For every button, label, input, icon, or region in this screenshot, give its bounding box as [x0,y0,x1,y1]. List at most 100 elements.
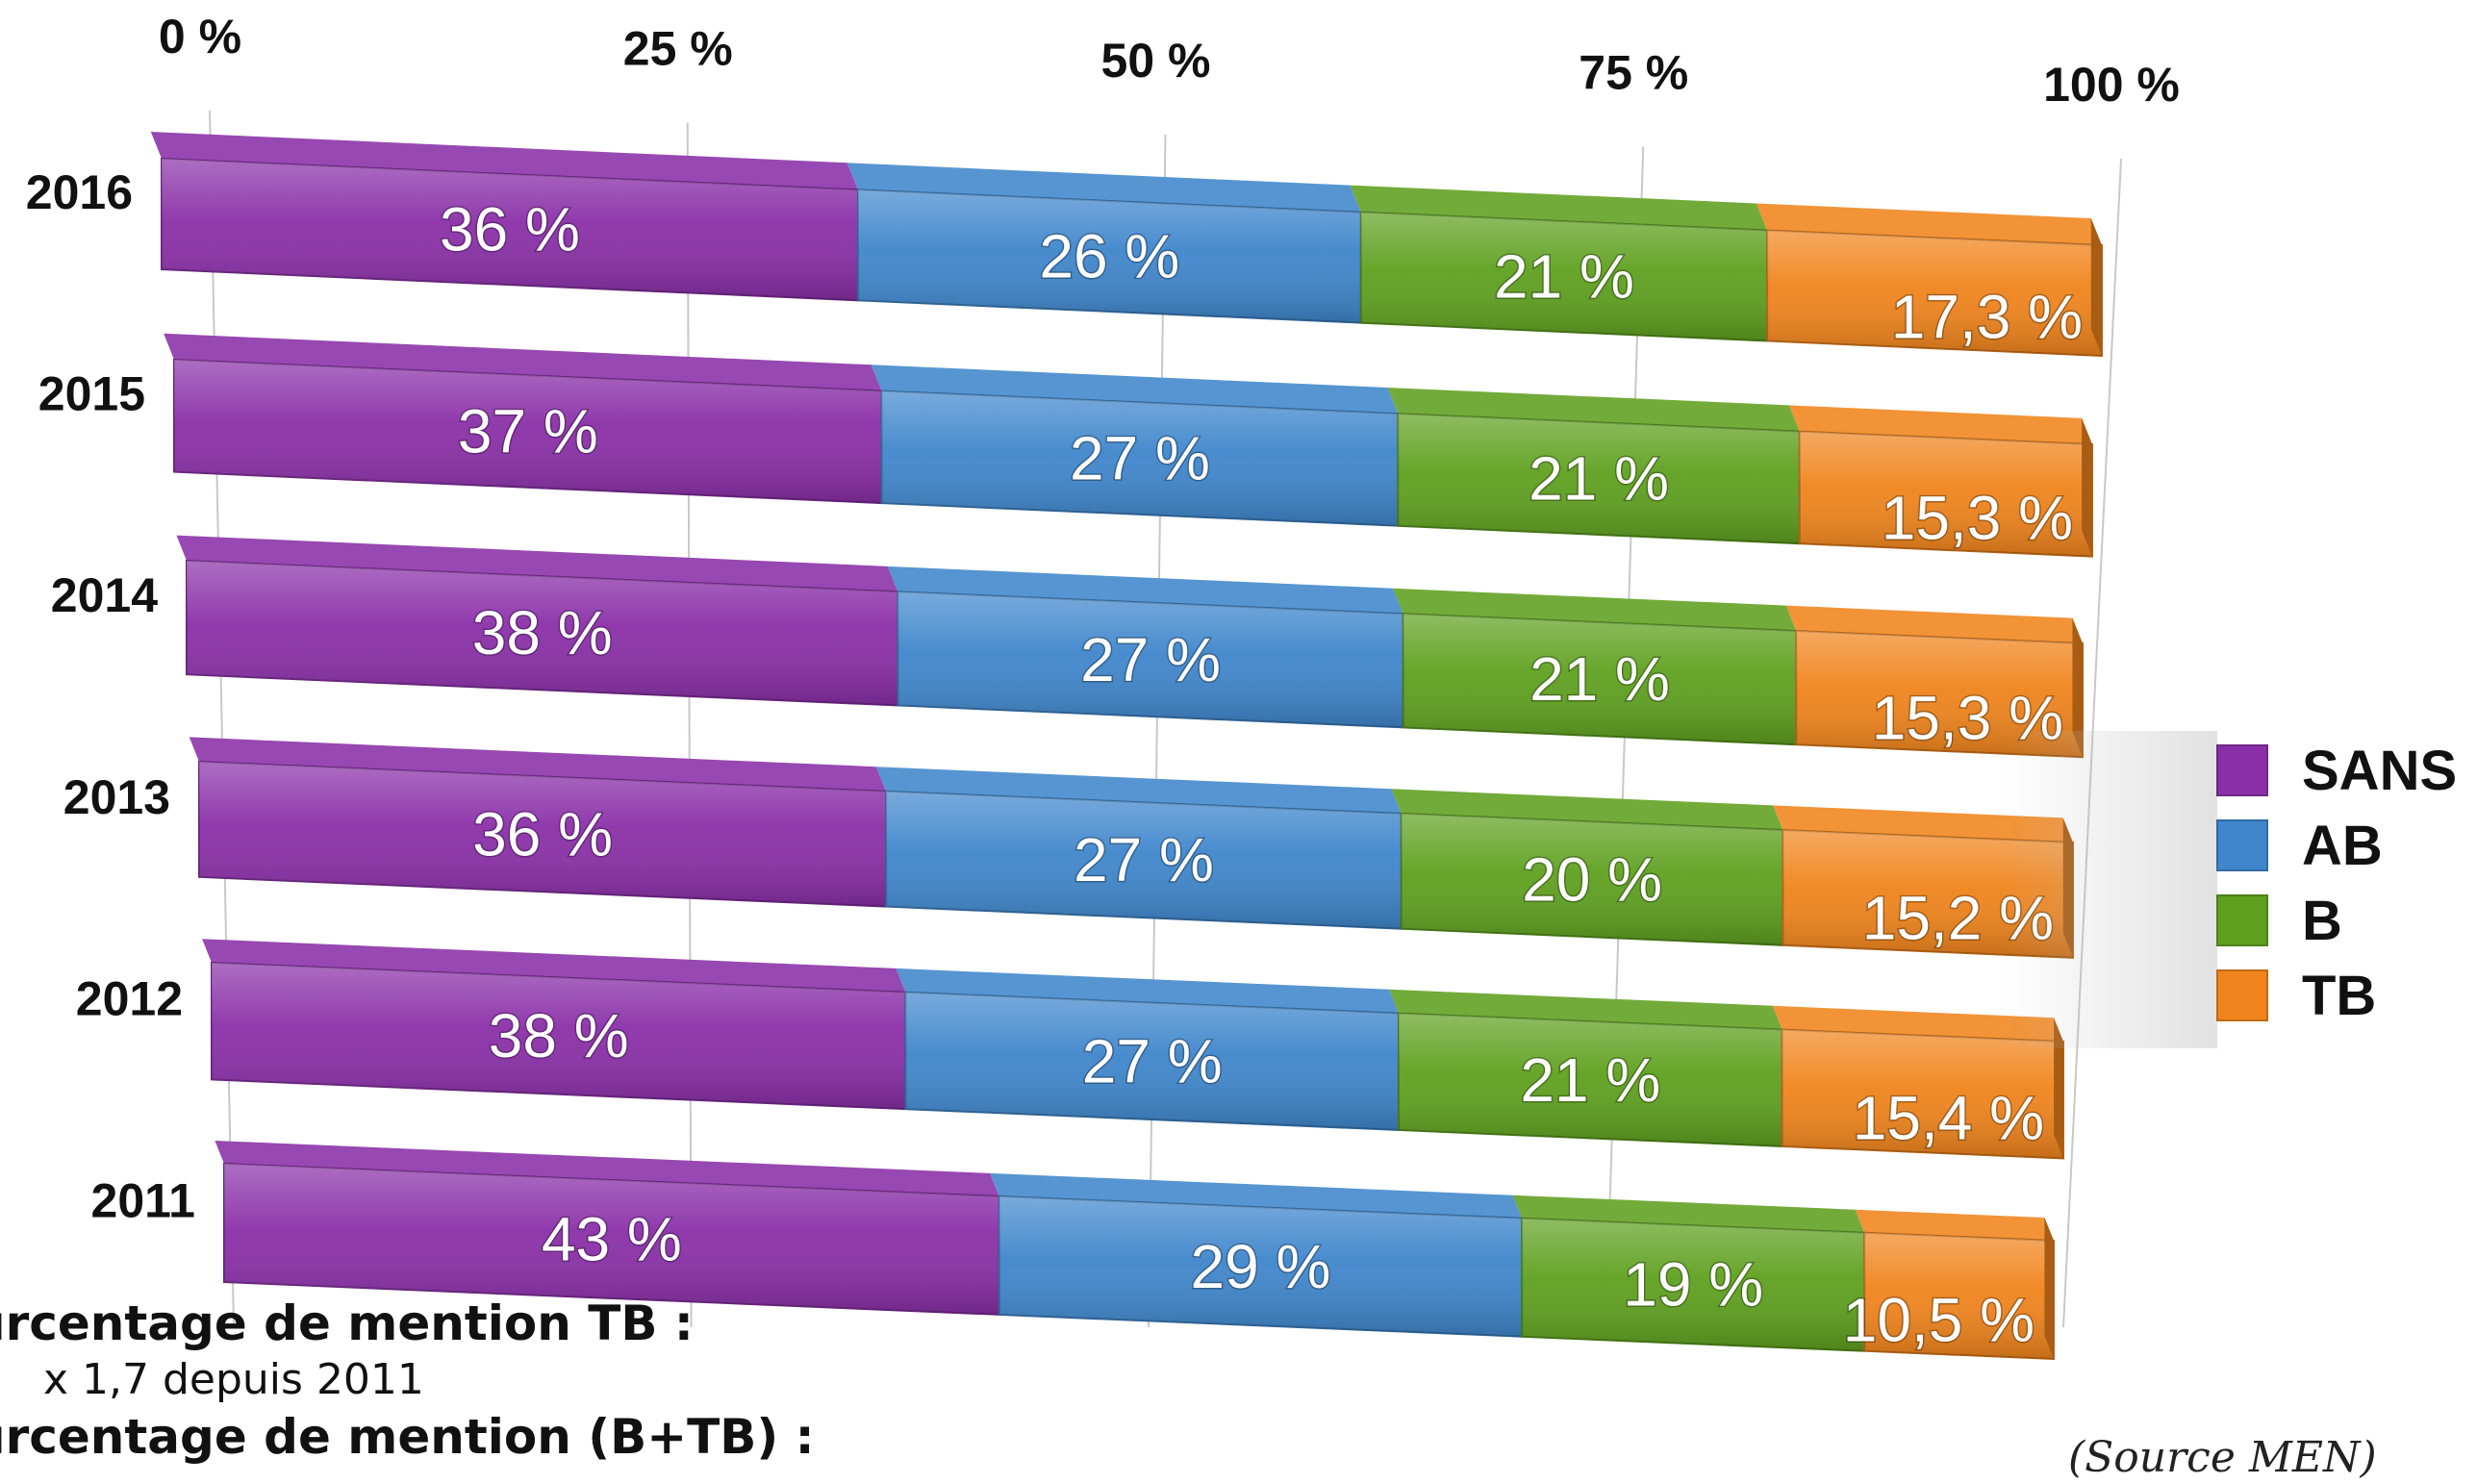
legend-label: SANS [2302,740,2457,802]
bar-shine [1782,1029,2063,1159]
bar-segment-ab: 27 % [896,968,1400,1132]
note-btb-heading: urcentage de mention (B+TB) : [0,1409,815,1465]
bar-shine [1398,414,1800,544]
legend: SANS AB B TB [2001,731,2457,1048]
x-axis-ticks: 0 % 25 % 50 % 75 % 100 % [159,10,2180,112]
bar-segment-sans: 36 % [150,132,859,302]
year-label-2016: 2016 [26,165,133,219]
bar-shine [1398,1013,1782,1146]
bar-top-face [990,1172,1523,1219]
notes: urcentage de mention TB : x 1,7 depuis 2… [0,1294,914,1467]
bar-segment-b: 21 % [1393,588,1798,746]
bar-shine [1864,1232,2054,1359]
legend-label: TB [2302,965,2376,1027]
legend-swatch [2216,744,2268,796]
legend-shadow [2001,731,2217,1048]
bar-segment-sans: 36 % [189,737,888,908]
bar-top-face [871,365,1399,415]
bar-top-face [1350,185,1768,231]
bar-segment-b: 21 % [1350,185,1769,342]
bar-top-face [1788,405,2092,444]
bar-segment-b: 19 % [1512,1195,1866,1352]
data-label: 19 % [1623,1250,1763,1320]
data-label: 15,3 % [1882,484,2073,553]
data-label: 36 % [472,799,613,868]
bar-shine [199,762,887,907]
data-label: 38 % [489,1001,629,1070]
bar-segment-sans: 37 % [164,333,883,505]
bar-shine [886,791,1402,929]
data-label: 26 % [1039,221,1179,290]
source-note: (Source MEN) [2068,1433,2377,1482]
year-label-2012: 2012 [76,972,183,1026]
data-label: 27 % [1080,625,1221,694]
data-label: 29 % [1191,1232,1331,1301]
bar-row: 43 % 29 % 19 % 10,5 % [215,1141,2055,1361]
gridline [209,110,235,1328]
bar-end-cap [2072,617,2083,758]
bar-top-face [896,968,1399,1014]
data-label: 21 % [1529,644,1670,714]
data-label: 17,3 % [1891,283,2083,352]
legend-swatch [2216,969,2268,1021]
bar-end-cap [2082,417,2092,557]
bar-shine [897,591,1403,728]
bar-shine [998,1195,1523,1337]
bar-segment-b: 20 % [1391,789,1784,946]
bar-segment-sans: 38 % [176,535,899,707]
bar-segment-tb: 15,2 % [1773,805,2074,959]
legend-item-sans: SANS [2216,740,2457,802]
bar-segment-tb: 17,3 % [1756,203,2103,358]
bar-top-face [1387,387,1800,432]
bar-row: 37 % 27 % 21 % 15,3 % [164,333,2093,558]
bar-shine [1403,614,1797,745]
bar-end-cap [2090,218,2102,356]
data-label: 10,5 % [1843,1285,2035,1354]
bar-top-face [150,132,858,190]
note-tb-value: x 1,7 depuis 2011 [43,1355,424,1404]
bar-top-face [1785,605,2083,643]
bar-segment-b: 21 % [1387,387,1801,545]
bar-top-face [1389,989,1782,1030]
x-tick-label: 0 % [159,10,241,63]
bar-end-cap [2044,1218,2054,1359]
gridline [686,122,693,1328]
bar-shine [1782,829,2073,958]
bars: 36 % 26 % 21 % 17,3 % 37 % 27 % 21 % 15,3 % 38 %… [150,132,2103,1361]
gridline [1148,134,1167,1328]
data-label: 21 % [1520,1045,1660,1115]
bar-shine [224,1164,999,1315]
data-label: 43 % [542,1204,682,1273]
bar-top-face [215,1141,999,1196]
bar-segment-ab: 27 % [887,566,1404,729]
bar-top-face [176,535,898,592]
bar-segment-b: 21 % [1389,989,1783,1147]
bar-top-face [1772,1005,2063,1042]
note-tb-heading: urcentage de mention TB : [0,1295,694,1351]
bar-shine [174,360,882,504]
bar-segment-sans: 43 % [215,1141,1000,1316]
bar-top-face [1855,1209,2054,1241]
bar-top-face [875,767,1402,814]
bar-segment-ab: 27 % [875,767,1403,930]
x-tick-label: 100 % [2043,58,2180,112]
bar-top-face [189,737,887,792]
data-label: 27 % [1070,424,1210,493]
year-label-2013: 2013 [63,770,170,824]
bar-top-face [887,566,1403,615]
bar-row: 36 % 27 % 20 % 15,2 % [189,737,2074,959]
bar-row: 36 % 26 % 21 % 17,3 % [150,132,2103,358]
bar-shine [1796,631,2083,758]
data-label: 15,4 % [1853,1083,2044,1152]
bar-top-face [1773,805,2073,843]
data-label: 20 % [1522,844,1662,914]
bar-shine [162,159,858,301]
bar-top-face [1756,203,2102,245]
data-label: 36 % [440,195,580,264]
y-axis-categories: 2016 2015 2014 2013 2012 2011 [26,165,195,1228]
bar-segment-tb: 15,4 % [1772,1005,2064,1160]
bar-segment-tb: 15,3 % [1788,405,2093,558]
bar-shine [1360,212,1768,341]
year-label-2011: 2011 [91,1173,195,1227]
